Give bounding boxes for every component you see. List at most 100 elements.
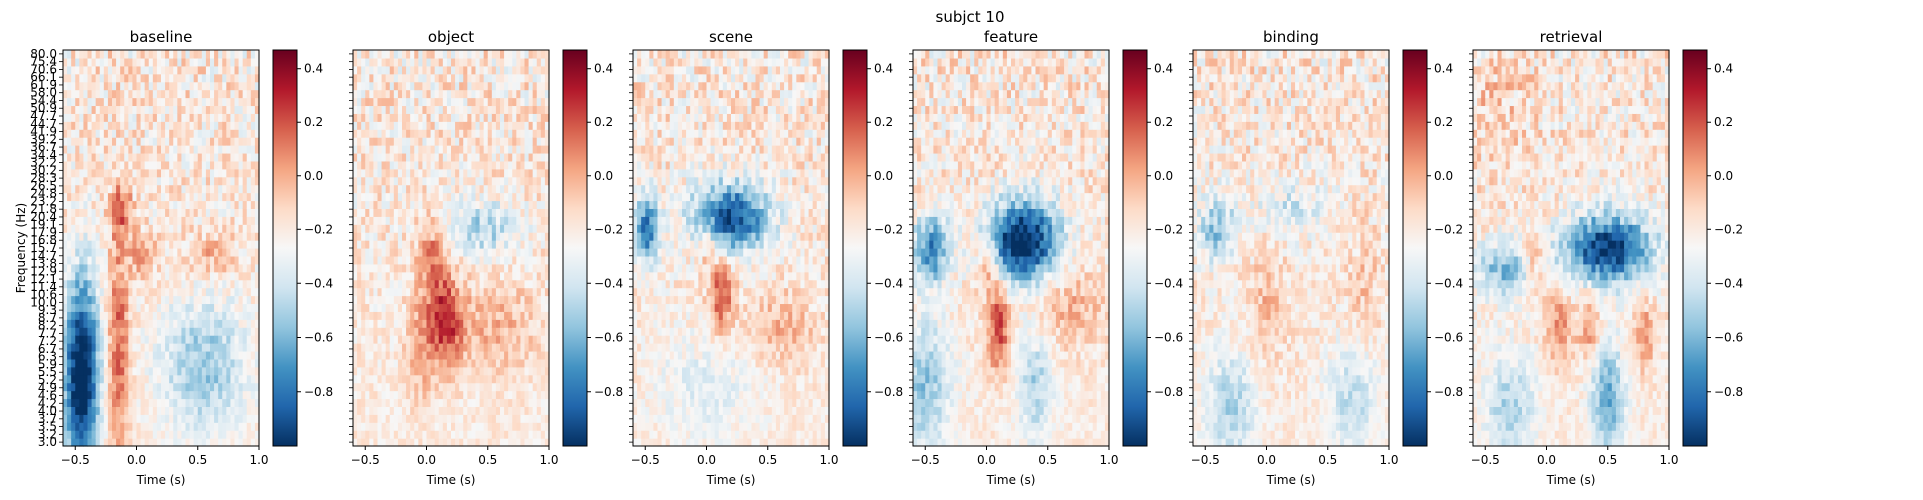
heatmap-cell — [165, 248, 170, 257]
heatmap-cell — [410, 73, 415, 83]
heatmap-cell — [254, 422, 260, 431]
heatmap-cell — [128, 248, 134, 257]
heatmap-cell — [112, 208, 117, 217]
heatmap-cell — [120, 255, 125, 265]
heatmap-cell — [524, 255, 530, 265]
heatmap-cell — [483, 327, 489, 336]
heatmap-cell — [402, 200, 407, 209]
heatmap-cell — [214, 327, 219, 336]
heatmap-cell — [422, 366, 428, 376]
heatmap-cell — [95, 319, 101, 328]
heatmap-cell — [422, 65, 428, 75]
heatmap-cell — [99, 279, 105, 289]
heatmap-cell — [222, 406, 227, 415]
heatmap-cell — [169, 208, 174, 217]
heatmap-cell — [406, 200, 411, 209]
heatmap-cell — [487, 406, 493, 415]
heatmap-cell — [369, 168, 375, 178]
heatmap-cell — [144, 200, 150, 209]
heatmap-cell — [254, 216, 260, 225]
heatmap-cell — [132, 89, 138, 99]
heatmap-cell — [410, 438, 415, 447]
heatmap-cell — [185, 168, 191, 178]
heatmap-cell — [487, 279, 493, 289]
heatmap-cell — [246, 335, 252, 344]
heatmap-cell — [91, 57, 97, 67]
heatmap-cell — [479, 129, 485, 138]
heatmap-cell — [165, 295, 170, 305]
heatmap-cell — [169, 430, 174, 439]
heatmap-cell — [242, 374, 248, 384]
heatmap-cell — [467, 382, 473, 392]
heatmap-cell — [148, 121, 154, 130]
heatmap-cell — [205, 358, 211, 368]
heatmap-cell — [422, 81, 428, 91]
heatmap-cell — [365, 343, 370, 352]
heatmap-cell — [75, 105, 80, 114]
heatmap-cell — [91, 248, 97, 257]
heatmap-cell — [471, 121, 477, 130]
heatmap-cell — [246, 137, 252, 146]
heatmap-cell — [112, 216, 117, 225]
heatmap-cell — [446, 50, 452, 59]
heatmap-cell — [508, 121, 513, 130]
heatmap-cell — [418, 192, 424, 202]
heatmap-cell — [512, 319, 517, 328]
heatmap-cell — [222, 50, 227, 59]
heatmap-cell — [161, 263, 166, 273]
heatmap-cell — [483, 382, 489, 392]
heatmap-cell — [540, 152, 546, 162]
heatmap-cell — [238, 263, 244, 273]
heatmap-cell — [214, 366, 219, 376]
heatmap-cell — [67, 176, 72, 186]
heatmap-cell — [218, 358, 223, 368]
heatmap-cell — [500, 398, 505, 407]
heatmap-cell — [136, 65, 142, 75]
heatmap-cell — [226, 113, 232, 122]
heatmap-cell — [250, 89, 256, 99]
heatmap-cell — [79, 73, 85, 83]
heatmap-cell — [422, 358, 428, 368]
heatmap-cell — [230, 406, 236, 415]
heatmap-cell — [455, 240, 460, 249]
heatmap-cell — [467, 406, 473, 415]
heatmap-cell — [475, 65, 481, 75]
heatmap-cell — [442, 271, 448, 281]
heatmap-cell — [512, 255, 517, 265]
heatmap-cell — [361, 343, 366, 352]
heatmap-cell — [508, 129, 513, 138]
heatmap-cell — [520, 398, 526, 407]
heatmap-cell — [107, 184, 113, 194]
heatmap-cell — [197, 335, 203, 344]
heatmap-cell — [455, 121, 460, 130]
heatmap-cell — [226, 232, 232, 241]
heatmap-cell — [495, 303, 501, 312]
heatmap-cell — [446, 327, 452, 336]
y-tick-label: 8.2 — [38, 319, 57, 333]
heatmap-cell — [353, 97, 358, 107]
heatmap-cell — [218, 160, 223, 170]
heatmap-cell — [197, 145, 203, 154]
heatmap-cell — [455, 137, 460, 146]
heatmap-cell — [442, 216, 448, 225]
heatmap-cell — [397, 105, 403, 114]
heatmap-cell — [365, 358, 370, 368]
heatmap-cell — [524, 57, 530, 67]
heatmap-cell — [83, 279, 89, 289]
heatmap-cell — [185, 248, 191, 257]
heatmap-cell — [426, 113, 432, 122]
heatmap-cell — [254, 263, 260, 273]
heatmap-cell — [177, 176, 183, 186]
heatmap-cell — [99, 50, 105, 59]
heatmap-cell — [385, 81, 391, 91]
heatmap-cell — [226, 406, 232, 415]
heatmap-cell — [483, 271, 489, 281]
heatmap-cell — [463, 343, 468, 352]
heatmap-cell — [67, 105, 72, 114]
heatmap-cell — [189, 311, 195, 320]
heatmap-cell — [197, 311, 203, 320]
heatmap-cell — [483, 406, 489, 415]
heatmap-cell — [406, 81, 411, 91]
heatmap-cell — [536, 343, 542, 352]
heatmap-cell — [451, 73, 456, 83]
